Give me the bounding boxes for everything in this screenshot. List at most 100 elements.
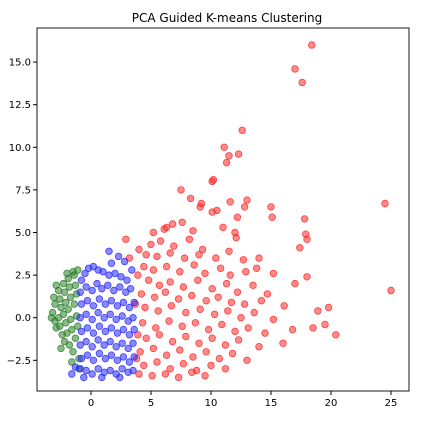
series-1-point-45 xyxy=(195,250,203,259)
x-tick-label-4: 20 xyxy=(325,398,338,409)
series-3-point-21 xyxy=(104,281,112,289)
series-1-point-85 xyxy=(280,302,288,310)
series-1-point-132 xyxy=(153,358,161,366)
series-3-point-41 xyxy=(106,310,114,318)
series-1-point-31 xyxy=(219,223,227,232)
series-1-point-60 xyxy=(216,264,225,272)
series-1-point-4 xyxy=(238,126,246,134)
series-1-point-90 xyxy=(196,305,204,313)
series-1-point-127 xyxy=(202,348,210,356)
series-3-point-85 xyxy=(129,366,137,375)
series-1-point-66 xyxy=(179,283,188,291)
series-2-point-33 xyxy=(71,334,80,342)
series-3-point-25 xyxy=(126,285,135,293)
y-tick-label-0: −2.5 xyxy=(7,356,31,367)
series-1-point-122 xyxy=(136,348,144,356)
chart-title: PCA Guided K-means Clustering xyxy=(132,11,323,25)
series-3-point-22 xyxy=(110,286,118,295)
plot-frame xyxy=(36,27,410,392)
series-3-point-50 xyxy=(101,327,110,336)
series-1-point-101 xyxy=(138,319,147,327)
series-3-point-83 xyxy=(118,365,126,373)
series-3-point-54 xyxy=(125,331,134,339)
series-3-point-42 xyxy=(112,315,120,324)
series-3-point-90 xyxy=(116,373,124,382)
series-1-point-145 xyxy=(134,331,142,339)
series-1-point-3 xyxy=(298,78,306,87)
series-1-point-133 xyxy=(166,365,174,373)
series-1-point-51 xyxy=(296,244,304,252)
series-1-point-70 xyxy=(233,288,242,296)
series-1-point-48 xyxy=(239,256,248,264)
series-1-point-13 xyxy=(243,196,251,204)
series-3-point-61 xyxy=(106,337,114,346)
series-3-point-43 xyxy=(118,312,126,320)
series-1-point-117 xyxy=(208,334,216,342)
y-tick-label-2: 2.5 xyxy=(15,271,31,282)
series-3-point-23 xyxy=(116,283,124,291)
series-3-point-36 xyxy=(76,314,84,322)
series-1-point-82 xyxy=(227,298,236,307)
y-tick-label-4: 7.5 xyxy=(15,185,31,196)
series-1-point-123 xyxy=(149,344,158,353)
series-1-point-126 xyxy=(189,353,197,361)
series-3-point-62 xyxy=(112,343,120,351)
y-tick-label-1: 0.0 xyxy=(15,313,31,324)
series-3-point-32 xyxy=(113,302,122,310)
series-1-point-64 xyxy=(155,281,164,289)
series-1-point-36 xyxy=(147,240,155,249)
series-3-point-58 xyxy=(88,343,96,351)
series-1-point-19 xyxy=(267,203,275,211)
series-3-point-14 xyxy=(120,257,129,266)
series-1-point-86 xyxy=(141,303,149,312)
series-2-point-30 xyxy=(70,300,78,308)
series-1-point-49 xyxy=(255,254,263,262)
series-1-point-109 xyxy=(244,324,252,332)
series-1-point-62 xyxy=(242,268,250,276)
series-3-point-74 xyxy=(125,358,134,366)
series-2-point-20 xyxy=(65,283,74,291)
series-3-point-71 xyxy=(107,351,116,359)
series-3-point-75 xyxy=(130,353,138,361)
series-1-point-55 xyxy=(149,266,158,274)
series-2-point-2 xyxy=(51,300,59,308)
series-1-point-2 xyxy=(291,65,299,73)
series-3-point-30 xyxy=(101,300,110,308)
series-3-point-17 xyxy=(82,283,90,291)
series-3-point-51 xyxy=(107,324,116,332)
series-1-point-22 xyxy=(233,213,242,221)
series-1-point-99 xyxy=(321,320,329,329)
series-3-point-79 xyxy=(94,365,102,373)
series-3-point-10 xyxy=(123,276,131,284)
series-3-point-2 xyxy=(81,269,89,278)
series-3-point-78 xyxy=(88,370,96,378)
series-1-point-77 xyxy=(161,288,170,296)
series-3-point-13 xyxy=(105,247,113,255)
series-3-point-57 xyxy=(82,337,90,346)
series-1-point-37 xyxy=(156,237,165,245)
series-1-point-1 xyxy=(308,41,316,49)
series-2 xyxy=(47,266,83,373)
series-1-point-107 xyxy=(218,320,226,329)
series-1-point-129 xyxy=(228,349,237,358)
series-1-point-83 xyxy=(240,300,249,308)
series-1-point-100 xyxy=(332,331,340,339)
series-1-point-72 xyxy=(291,279,299,288)
series-1-point-139 xyxy=(148,372,156,380)
y-axis: −2.5 0.0 2.5 5.0 7.5 10.0 12.5 15.0 xyxy=(7,58,37,367)
series-1-point-93 xyxy=(237,314,245,322)
series-3-point-29 xyxy=(95,295,104,303)
series-1-point-142 xyxy=(188,368,196,376)
series-1-point-42 xyxy=(153,252,161,261)
series-2-point-24 xyxy=(68,325,76,334)
series-3-point-9 xyxy=(117,273,125,281)
series-3-point-33 xyxy=(119,298,128,307)
series-1-point-73 xyxy=(387,286,395,295)
series-3-point-55 xyxy=(130,325,138,334)
series-1-point-11 xyxy=(177,186,185,194)
series-1-point-67 xyxy=(194,276,202,284)
series-1-point-71 xyxy=(249,281,257,289)
x-axis: 0 5 10 15 20 25 xyxy=(88,391,397,409)
series-1-point-52 xyxy=(269,269,278,278)
